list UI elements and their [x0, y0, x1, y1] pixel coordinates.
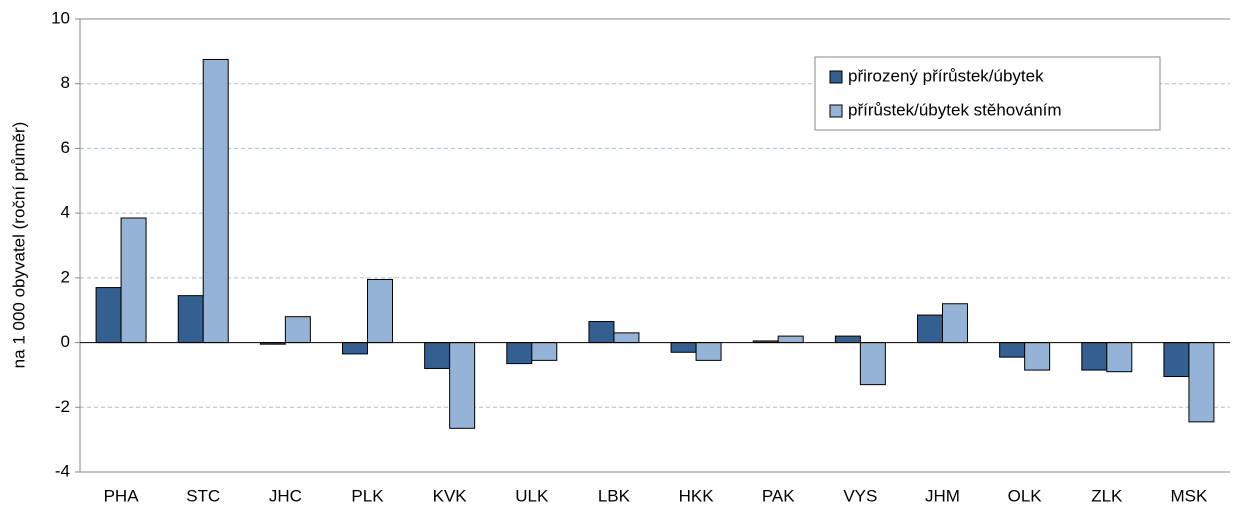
x-tick-label: PLK [351, 486, 384, 505]
bar [1163, 342, 1190, 378]
bar [695, 342, 722, 361]
bar [506, 342, 533, 365]
bar [449, 342, 476, 429]
bar [120, 217, 147, 344]
legend-swatch [829, 104, 843, 118]
bar [424, 342, 451, 369]
x-tick-label: VYS [843, 486, 877, 505]
legend-box [814, 56, 1161, 131]
bar [613, 332, 640, 344]
x-tick-label: LBK [598, 486, 631, 505]
x-tick-label: STC [186, 486, 220, 505]
y-tick-label: 8 [61, 73, 70, 92]
legend-label: přírůstek/úbytek stěhováním [848, 100, 1062, 119]
y-tick-label: 4 [61, 203, 70, 222]
x-tick-label: ZLK [1091, 486, 1123, 505]
bar [531, 342, 558, 361]
y-tick-label: 0 [61, 332, 70, 351]
y-tick-label: 6 [61, 138, 70, 157]
bar [202, 58, 229, 344]
x-tick-label: JHC [269, 486, 302, 505]
y-tick-label: 2 [61, 267, 70, 286]
bar [777, 335, 804, 344]
x-tick-label: ULK [515, 486, 549, 505]
bar [177, 295, 204, 344]
x-tick-label: OLK [1008, 486, 1043, 505]
x-tick-label: HKK [679, 486, 715, 505]
bar [670, 342, 697, 353]
x-tick-label: KVK [433, 486, 468, 505]
bar [1188, 342, 1215, 423]
y-tick-label: -4 [55, 461, 70, 480]
bar [95, 287, 122, 344]
legend-swatch [829, 70, 843, 84]
y-tick-label: -2 [55, 397, 70, 416]
bar [1081, 342, 1108, 371]
bar [367, 278, 393, 344]
bar [1106, 342, 1133, 373]
bar [284, 316, 311, 344]
x-tick-label: PHA [104, 486, 140, 505]
x-tick-label: JHM [925, 486, 960, 505]
bar [588, 321, 615, 344]
bar [834, 335, 861, 344]
y-tick-label: 10 [51, 8, 70, 27]
bar [342, 342, 368, 355]
bar [917, 314, 943, 344]
x-tick-label: MSK [1171, 486, 1209, 505]
bar [999, 342, 1026, 358]
bar [942, 303, 968, 344]
y-axis-label: na 1 000 obyvatel (roční průměr) [9, 122, 28, 369]
legend-label: přirozený přírůstek/úbytek [848, 66, 1044, 85]
x-tick-label: PAK [762, 486, 795, 505]
bar [859, 342, 886, 386]
bar [1024, 342, 1051, 371]
